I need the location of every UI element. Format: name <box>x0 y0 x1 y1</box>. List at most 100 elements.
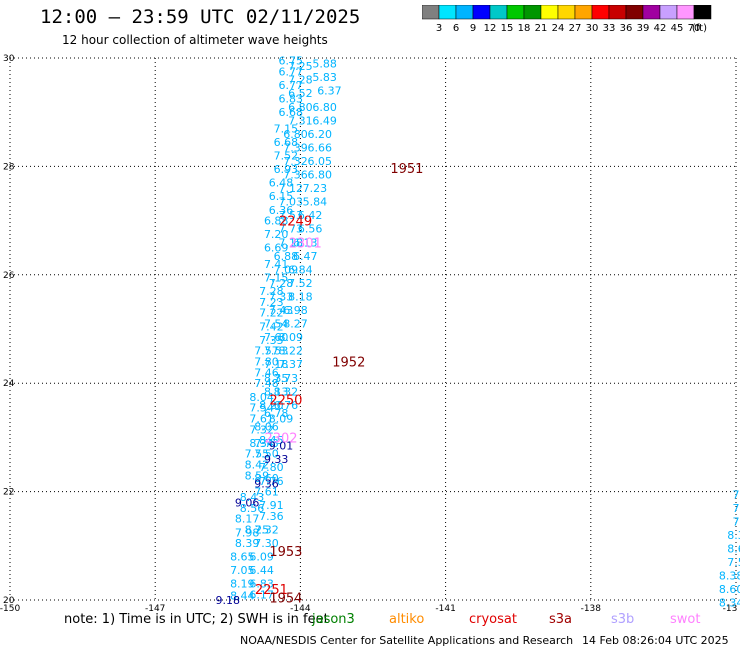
legend-tick-label: 24 <box>552 23 565 34</box>
wave-height-label: 7.50 <box>254 448 279 461</box>
wave-height-label: 6.93 <box>274 163 299 176</box>
wave-height-label: 6.83 <box>249 578 274 591</box>
legend-swatch <box>523 5 542 20</box>
wave-height-label: 7.28 <box>269 277 294 290</box>
wave-height-label: 7.32 <box>254 524 279 537</box>
wave-height-label: 6.83 <box>278 93 303 106</box>
satellite-jason3-label: jason3 <box>312 612 355 627</box>
wave-height-label: 8.34 <box>719 597 740 610</box>
legend-tick-label: 33 <box>603 23 616 34</box>
legend-swatch <box>574 5 593 20</box>
wave-height-label: 6.13 <box>293 236 318 249</box>
wave-height-label: 8.39 <box>235 537 260 550</box>
wave-height-label: 8.43 <box>240 491 265 504</box>
wave-height-label: 6.76 <box>274 399 299 412</box>
wave-height-label: 8.35 <box>264 372 289 385</box>
wave-height-label: 7.36 <box>283 169 308 182</box>
wave-height-label: 6.47 <box>293 250 318 263</box>
wave-height-label: 7.37 <box>278 358 303 371</box>
x-tick-label: -150 <box>0 604 20 614</box>
satellite-s3a-label: s3a <box>549 612 573 627</box>
y-tick-label: 22 <box>3 488 14 498</box>
wave-height-label: 8.20 <box>259 399 284 412</box>
legend-tick-label: 70 <box>688 23 701 34</box>
wave-height-label: 8.06 <box>254 421 279 434</box>
wave-height-label: 8.60 <box>719 583 740 596</box>
wave-height-label: 8.44 <box>230 590 255 603</box>
wave-height-label: 7.54 <box>264 318 289 331</box>
color-scale-legend: 3 6 9 12 15 18 21 24 27 30 33 36 39 42 45 70(ft) <box>422 5 712 34</box>
legend-tick-label: 36 <box>620 23 633 34</box>
wave-height-label: 6.69 <box>264 242 289 255</box>
notes-text: note: 1) Time is in UTC; 2) SWH is in fe… <box>64 612 329 627</box>
wave-height-label: 7.28 <box>259 285 284 298</box>
notes-bar: note: 1) Time is in UTC; 2) SWH is in fe… <box>0 612 740 632</box>
pass-time-label: 2249 <box>279 215 312 230</box>
pass-time-label: 1952 <box>332 356 365 371</box>
wave-height-label: 7.28 <box>288 74 313 87</box>
wave-height-label: 6.84 <box>288 263 313 276</box>
wave-height-label: 7.73 <box>278 223 303 236</box>
wave-height-label: 7.80 <box>254 356 279 369</box>
wave-height-label: 8.22 <box>278 345 303 358</box>
wave-height-label: 6.78 <box>264 407 289 420</box>
wave-height-label: 6.68 <box>274 136 299 149</box>
wave-height-label: 7.76 <box>259 475 284 488</box>
y-tick-label: 20 <box>3 596 15 606</box>
wave-height-label: 6.80 <box>312 101 337 114</box>
legend-tick-label: 45 <box>671 23 684 34</box>
legend-tick-label: 21 <box>535 23 548 34</box>
wave-height-label: 9.01 <box>269 440 294 453</box>
wave-height-label: 8.65 <box>230 551 255 564</box>
legend-tick-label: 42 <box>654 23 667 34</box>
wave-height-label: 6.05 <box>308 155 333 168</box>
satellite-altiko-label: altiko <box>389 612 425 627</box>
wave-height-label: 6.09 <box>249 551 274 564</box>
wave-height-label: 6.88 <box>264 215 289 228</box>
wave-height-label: 6.80 <box>288 101 313 114</box>
wave-height-label: 7.32 <box>249 423 274 436</box>
pass-time-label: 1953 <box>269 545 302 560</box>
wave-height-label: 7.98 <box>235 526 260 539</box>
wave-height-label: 8.45 <box>259 434 284 447</box>
wave-height-label: 7.35 <box>259 334 284 347</box>
wave-height-label: 8.18 <box>288 290 313 303</box>
wave-height-label: 7.80 <box>259 461 284 474</box>
legend-swatch <box>540 5 559 20</box>
chart-subtitle: 12 hour collection of altimeter wave hei… <box>62 33 328 47</box>
wave-height-label: 5.83 <box>312 71 337 84</box>
legend-swatch <box>455 5 474 20</box>
satellite-cryosat-label: cryosat <box>469 612 517 627</box>
wave-height-label: 7.30 <box>254 537 279 550</box>
legend-swatch <box>489 5 508 20</box>
wave-height-label: 8.09 <box>278 331 303 344</box>
wave-height-label: 7.15 <box>264 272 289 285</box>
y-tick-label: 26 <box>3 271 15 281</box>
wave-height-label: 9.36 <box>254 477 279 490</box>
wave-height-label: 7.39 <box>283 141 308 154</box>
wave-height-label: 6.48 <box>269 177 294 190</box>
wave-height-label: 8.3 <box>727 529 740 542</box>
wave-height-label: 7.73 <box>274 372 299 385</box>
wave-height-label: 9.06 <box>235 496 260 509</box>
legend-swatch <box>422 5 440 20</box>
legend-swatch <box>625 5 644 20</box>
wave-height-label: 6.37 <box>317 85 342 98</box>
pass-time-label: 2302 <box>264 431 297 446</box>
wave-height-label: 9.18 <box>216 594 241 607</box>
x-tick-label: -141 <box>435 604 455 614</box>
pass-time-label: 2301 <box>289 236 322 251</box>
wave-height-label: 6.68 <box>278 106 303 119</box>
wave-height-label: 7.57 <box>254 345 279 358</box>
wave-height-label: 6.36 <box>269 204 294 217</box>
y-tick-label: 24 <box>3 379 15 389</box>
wave-height-label: 7.09 <box>274 263 299 276</box>
wave-height-label: 8.6 <box>727 543 740 556</box>
legend-swatch <box>438 5 457 20</box>
wave-height-label: 8.56 <box>240 502 265 515</box>
satellite-swot-label: swot <box>670 612 701 627</box>
wave-height-label: 6.88 <box>274 250 299 263</box>
wave-height-label: 7.5 <box>727 556 740 569</box>
legend-swatch <box>472 5 491 20</box>
